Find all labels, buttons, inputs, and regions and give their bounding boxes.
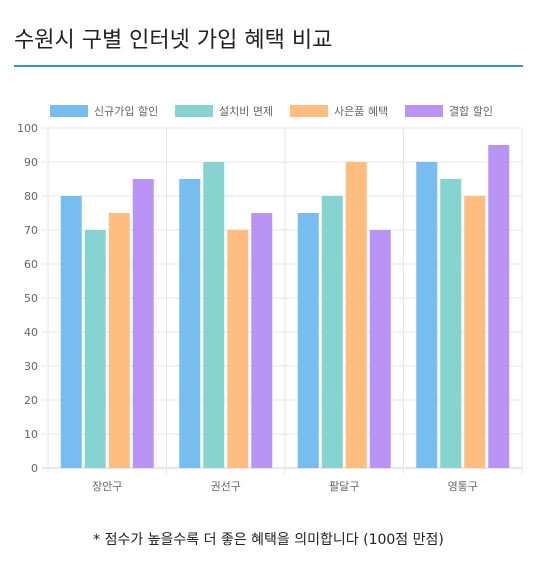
bar-chart: 신규가입 할인 설치비 면제 사은품 혜택 결합 할인 0 10 20 30 40 50 60 70… [17,105,523,493]
legend-label[interactable]: 설치비 면제 [219,105,273,118]
y-tick-label: 10 [24,428,38,441]
legend-label[interactable]: 결합 할인 [449,105,493,118]
x-axis: 장안구 권선구 팔달구 영통구 [92,480,478,493]
x-tick-label: 팔달구 [329,480,359,493]
chart-footnote: * 점수가 높을수록 더 좋은 혜택을 의미합니다 (100점 만점) [93,532,444,548]
y-tick-label: 0 [31,462,38,475]
chart-legend: 신규가입 할인 설치비 면제 사은품 혜택 결합 할인 [50,105,493,118]
legend-label[interactable]: 사은품 혜택 [334,105,388,118]
y-axis: 0 10 20 30 40 50 60 70 80 90 100 [17,122,38,475]
bar[interactable] [416,162,438,468]
y-tick-label: 20 [24,394,38,407]
bar[interactable] [60,196,82,468]
x-tick-label: 영통구 [448,480,478,493]
bar[interactable] [440,179,462,468]
y-tick-label: 30 [24,360,38,373]
page-title: 수원시 구별 인터넷 가입 혜택 비교 [14,28,333,53]
y-tick-label: 40 [24,326,38,339]
y-tick-label: 100 [17,122,38,135]
y-tick-label: 60 [24,258,38,271]
bar[interactable] [464,196,486,468]
legend-swatch[interactable] [290,105,328,117]
bar[interactable] [84,230,106,468]
legend-swatch[interactable] [175,105,213,117]
y-tick-label: 80 [24,190,38,203]
legend-swatch[interactable] [50,105,88,117]
bar[interactable] [488,145,510,468]
x-tick-label: 권선구 [211,480,241,493]
bar[interactable] [132,179,154,468]
y-tick-label: 50 [24,292,38,305]
bar[interactable] [108,213,130,468]
legend-swatch[interactable] [405,105,443,117]
y-tick-label: 90 [24,156,38,169]
x-tick-label: 장안구 [92,480,122,493]
bar[interactable] [321,196,343,468]
bar[interactable] [345,162,367,468]
y-tick-label: 70 [24,224,38,237]
bar[interactable] [251,213,273,468]
legend-label[interactable]: 신규가입 할인 [94,105,158,118]
bar[interactable] [203,162,225,468]
title-divider [14,65,523,67]
bar[interactable] [179,179,201,468]
bar[interactable] [297,213,319,468]
bar[interactable] [369,230,391,468]
chart-bars [60,145,510,468]
bar[interactable] [227,230,249,468]
